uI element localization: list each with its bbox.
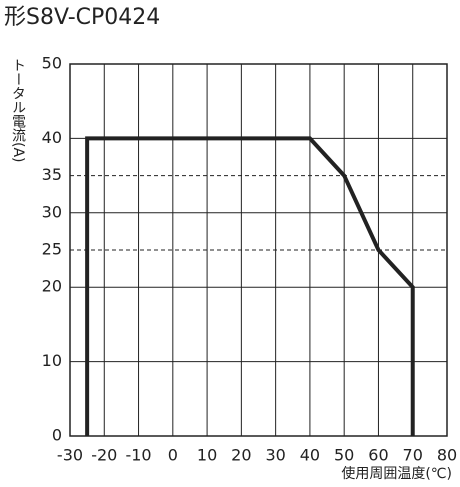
x-tick-label: -10 [125, 446, 151, 465]
y-tick-label: 40 [42, 128, 62, 147]
x-tick-label: 80 [437, 446, 457, 465]
y-tick-label: 10 [42, 351, 62, 370]
x-tick-label: 60 [368, 446, 388, 465]
chart-title: 形S8V-CP0424 [4, 5, 160, 30]
plot-frame [69, 63, 448, 437]
y-tick-label: 35 [42, 165, 62, 184]
y-tick-label: 20 [42, 277, 62, 296]
x-tick-label: 30 [265, 446, 285, 465]
y-tick-label: 30 [42, 202, 62, 221]
x-tick-label: 10 [197, 446, 217, 465]
y-tick-label: 0 [52, 426, 62, 445]
x-tick-label: 50 [334, 446, 354, 465]
x-axis-label: 使用周囲温度(℃) [341, 465, 452, 482]
x-tick-label: 0 [168, 446, 178, 465]
x-tick-label: -20 [91, 446, 117, 465]
x-tick-label: 70 [403, 446, 423, 465]
x-tick-label: -30 [57, 446, 83, 465]
x-tick-label: 20 [231, 446, 251, 465]
y-tick-label: 25 [42, 240, 62, 259]
data-line [85, 136, 415, 436]
x-tick-label: 40 [300, 446, 320, 465]
y-tick-label: 50 [42, 54, 62, 73]
y-axis-label: トータル電流(A) [10, 58, 26, 163]
